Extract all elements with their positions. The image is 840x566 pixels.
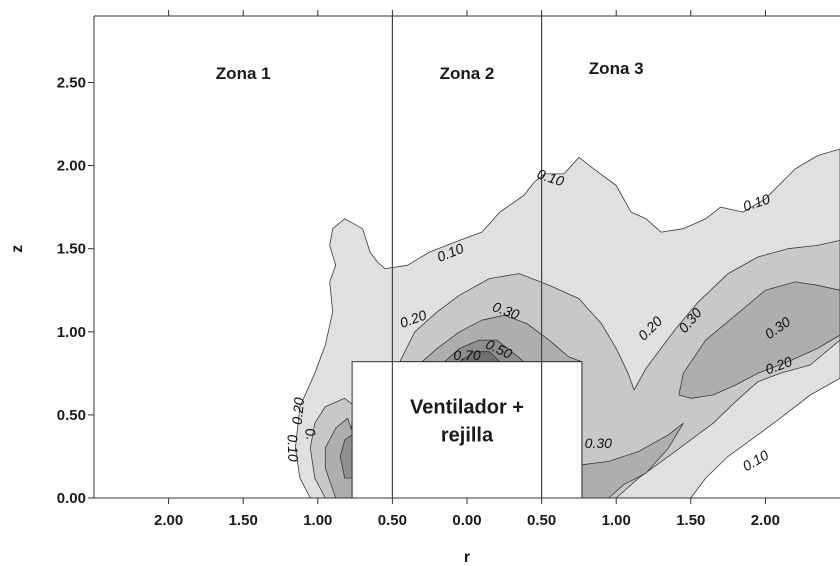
contour-label: 0.10 — [284, 434, 301, 462]
y-tick-label: 1.00 — [57, 324, 86, 341]
x-axis-title: r — [464, 549, 470, 566]
fan-box-label: rejilla — [441, 425, 494, 447]
y-tick-label: 2.50 — [57, 74, 86, 91]
x-tick-label: 0.50 — [378, 512, 407, 529]
x-tick-label: 2.00 — [154, 512, 183, 529]
zone-label: Zona 1 — [216, 64, 271, 83]
x-tick-label: 0.00 — [452, 512, 481, 529]
y-tick-label: 0.00 — [57, 490, 86, 507]
contour-region-0-2 — [399, 239, 840, 499]
x-tick-label: 0.50 — [527, 512, 556, 529]
x-tick-label: 2.00 — [751, 512, 780, 529]
contour-label: 0.20 — [289, 397, 307, 426]
fan-box — [351, 361, 583, 499]
fan-box-label: Ventilador + — [410, 397, 524, 419]
x-tick-label: 1.00 — [303, 512, 332, 529]
zone-label: Zona 3 — [589, 59, 644, 78]
zone-label: Zona 2 — [440, 64, 495, 83]
contour-label: 0.70 — [453, 347, 480, 363]
y-tick-label: 1.50 — [57, 241, 86, 258]
y-tick-label: 2.00 — [57, 158, 86, 175]
contour-region-0-3 — [581, 422, 684, 499]
y-axis-title: z — [9, 245, 26, 253]
x-tick-label: 1.50 — [229, 512, 258, 529]
y-tick-label: 0.50 — [57, 407, 86, 424]
contour-label: 0.10 — [740, 447, 772, 475]
x-tick-label: 1.50 — [676, 512, 705, 529]
contour-label: 0. — [302, 427, 320, 441]
contour-region-0-5 — [339, 434, 353, 479]
fan-grille-box — [351, 361, 583, 499]
contour-region-0-3 — [678, 281, 840, 399]
contour-label: 0.30 — [585, 435, 612, 451]
x-tick-label: 1.00 — [602, 512, 631, 529]
